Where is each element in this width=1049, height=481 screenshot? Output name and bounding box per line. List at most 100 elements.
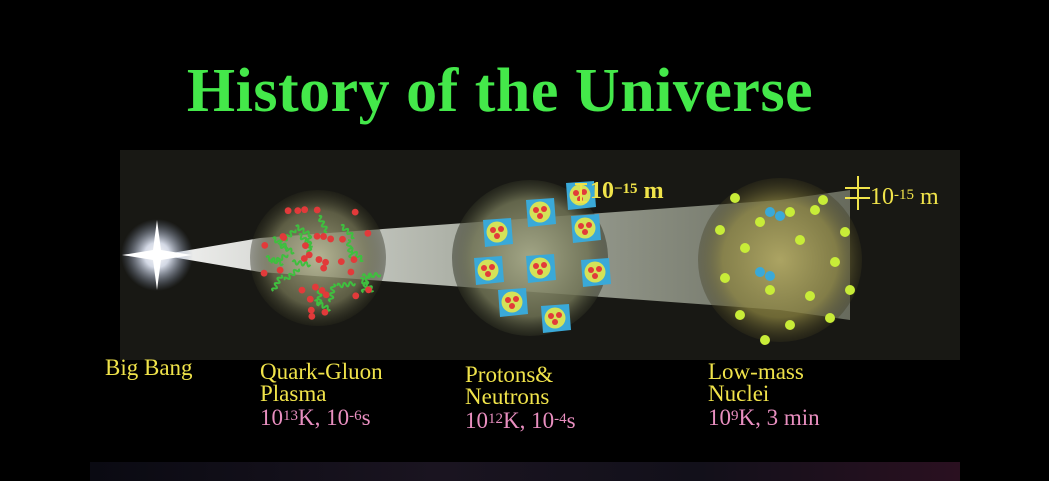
gluon-mark bbox=[277, 241, 295, 255]
quark-mark bbox=[321, 308, 329, 316]
quark-mark bbox=[327, 235, 335, 243]
light-nucleus-dot bbox=[765, 207, 775, 217]
page-title: History of the Universe bbox=[186, 57, 814, 125]
low-mass-nuclei-sphere bbox=[698, 178, 862, 342]
quark-mark bbox=[279, 233, 287, 240]
stage-name-line2: Nuclei bbox=[708, 381, 770, 406]
nucleus-dot bbox=[740, 243, 750, 253]
nucleon-core bbox=[486, 221, 508, 243]
quark-mark bbox=[260, 269, 268, 277]
quark-mark bbox=[513, 296, 519, 302]
gluon-mark bbox=[327, 283, 337, 303]
quark-mark bbox=[302, 242, 309, 250]
quark-mark bbox=[537, 269, 543, 275]
nucleus-dot bbox=[785, 320, 795, 330]
stage-name-line1: Low-mass bbox=[708, 359, 804, 384]
decorative-bottom-band bbox=[90, 462, 960, 481]
quark-mark bbox=[301, 206, 309, 214]
nucleus-dot bbox=[825, 313, 835, 323]
quark-mark bbox=[284, 207, 292, 215]
quark-mark bbox=[261, 241, 269, 249]
quark-mark bbox=[294, 207, 302, 215]
quark-mark bbox=[306, 295, 314, 303]
quark-mark bbox=[581, 189, 587, 195]
gluon-mark bbox=[349, 246, 364, 263]
stage-protons-neutrons: Protons& Neutrons 1012K, 10-4s bbox=[465, 362, 576, 433]
gluon-mark bbox=[361, 272, 382, 279]
nucleon-core bbox=[477, 259, 499, 281]
scale-base: 10 bbox=[870, 184, 894, 210]
stage-name-line2: Neutrons bbox=[465, 384, 550, 409]
quark-mark bbox=[541, 206, 547, 212]
stage-name-line1: Quark-Gluon bbox=[260, 359, 383, 384]
gluon-mark bbox=[298, 232, 314, 248]
gluon-mark bbox=[283, 268, 301, 281]
quark-mark bbox=[485, 271, 491, 277]
nucleon-core bbox=[544, 307, 566, 329]
stage-conditions: 1012K, 10-4s bbox=[465, 408, 576, 433]
quark-mark bbox=[586, 222, 592, 228]
gluon-mark bbox=[336, 281, 356, 289]
quark-mark bbox=[489, 264, 495, 270]
quark-mark bbox=[578, 223, 584, 229]
quark-mark bbox=[307, 306, 315, 314]
quark-mark bbox=[352, 292, 360, 300]
light-nucleus-dot bbox=[755, 267, 765, 277]
quark-mark bbox=[541, 262, 547, 268]
nucleon-core bbox=[529, 201, 551, 223]
gluon-mark bbox=[270, 254, 289, 265]
scale-exp: −15 bbox=[614, 181, 638, 197]
nucleon-core bbox=[584, 261, 606, 283]
stage-big-bang-label: Big Bang bbox=[105, 355, 193, 380]
stage-name-line2: Plasma bbox=[260, 381, 327, 406]
stage-conditions: 109K, 3 min bbox=[708, 405, 820, 430]
scale-bracket-1 bbox=[575, 183, 587, 203]
nucleus-dot bbox=[760, 335, 770, 345]
nucleus-dot bbox=[755, 217, 765, 227]
quark-mark bbox=[498, 226, 504, 232]
scale-label-nucleon: 10−15 m bbox=[590, 178, 664, 205]
nucleus-dot bbox=[720, 273, 730, 283]
nucleus-dot bbox=[840, 227, 850, 237]
quark-mark bbox=[494, 233, 500, 239]
gluon-mark bbox=[291, 259, 312, 268]
quark-mark bbox=[490, 227, 496, 233]
plasma-particles bbox=[260, 206, 382, 320]
gluon-mark bbox=[306, 234, 313, 255]
scale-base: 10 bbox=[590, 178, 614, 204]
quark-mark bbox=[505, 297, 511, 303]
gluon-mark bbox=[265, 255, 284, 267]
gluon-mark bbox=[345, 238, 354, 259]
quark-mark bbox=[537, 213, 543, 219]
quark-mark bbox=[313, 206, 321, 214]
quark-mark bbox=[556, 312, 562, 318]
nucleus-dot bbox=[805, 291, 815, 301]
quark-mark bbox=[322, 291, 330, 299]
quark-mark bbox=[350, 256, 358, 263]
quark-mark bbox=[509, 303, 515, 309]
nucleon-core bbox=[529, 257, 551, 279]
nuclei-dots bbox=[715, 193, 855, 345]
stage-low-mass-nuclei: Low-mass Nuclei 109K, 3 min bbox=[708, 359, 820, 430]
quark-mark bbox=[481, 265, 487, 271]
nucleus-dot bbox=[810, 205, 820, 215]
stage-name-line1: Protons& bbox=[465, 362, 554, 387]
quark-mark bbox=[298, 286, 306, 294]
nucleus-dot bbox=[735, 310, 745, 320]
stage-conditions: 1013K, 10-6s bbox=[260, 405, 371, 430]
scale-unit: m bbox=[637, 178, 664, 204]
quark-mark bbox=[337, 258, 345, 266]
quark-mark bbox=[347, 268, 355, 276]
gluon-mark bbox=[340, 223, 355, 240]
quark-mark bbox=[364, 229, 372, 237]
light-nucleus-dot bbox=[765, 271, 775, 281]
stage-quark-gluon-plasma: Quark-Gluon Plasma 1013K, 10-6s bbox=[260, 359, 383, 430]
nucleon-cluster bbox=[474, 181, 611, 333]
quark-mark bbox=[582, 229, 588, 235]
quark-mark bbox=[533, 207, 539, 213]
quark-mark bbox=[305, 251, 313, 259]
nucleon-core bbox=[574, 217, 596, 239]
gluon-mark bbox=[295, 224, 312, 238]
quark-mark bbox=[315, 256, 323, 263]
